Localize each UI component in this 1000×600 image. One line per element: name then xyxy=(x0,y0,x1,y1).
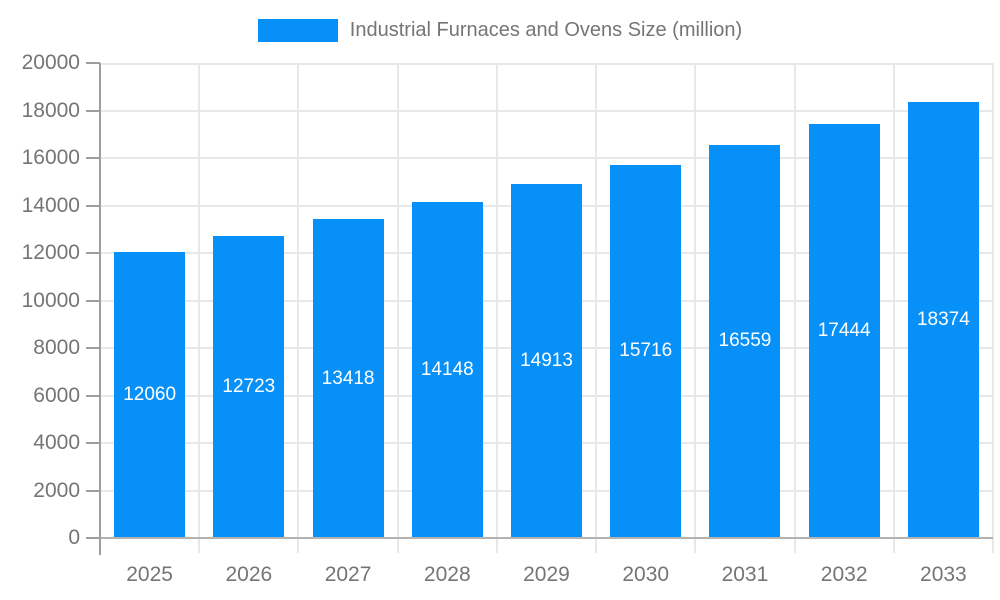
x-tick-label: 2033 xyxy=(920,563,967,586)
bar[interactable]: 18374 xyxy=(907,101,979,538)
y-tick-label: 10000 xyxy=(21,288,80,312)
bar-value-label: 17444 xyxy=(817,319,871,341)
y-tick-label: 2000 xyxy=(33,478,80,502)
bar[interactable]: 13418 xyxy=(312,219,384,538)
x-tick-label: 2030 xyxy=(622,563,670,586)
x-gridline xyxy=(992,63,994,553)
y-tick-label: 18000 xyxy=(21,98,80,122)
bar-value-label: 14148 xyxy=(420,358,474,380)
bar-value-label: 16559 xyxy=(718,330,772,352)
bar-value-label: 12723 xyxy=(222,375,276,397)
bar[interactable]: 15716 xyxy=(610,164,682,538)
bar[interactable]: 16559 xyxy=(709,144,781,538)
y-tick xyxy=(86,442,100,444)
legend-label: Industrial Furnaces and Ovens Size (mill… xyxy=(349,19,743,41)
bar[interactable]: 17444 xyxy=(808,123,880,538)
y-tick xyxy=(86,204,100,207)
y-tick xyxy=(86,157,100,159)
bar[interactable]: 14148 xyxy=(411,201,483,538)
y-tick-label: 8000 xyxy=(33,336,80,359)
plot-area: 0 2000 4000 6000 8000 10000 12000 14000 16000 180… xyxy=(22,51,994,586)
x-tick-label: 2026 xyxy=(225,563,273,586)
y-tick xyxy=(86,299,100,302)
y-tick xyxy=(86,537,100,539)
x-gridline xyxy=(198,63,201,553)
x-gridline xyxy=(793,63,796,553)
x-tick-label: 2032 xyxy=(820,563,868,586)
y-tick-label: 6000 xyxy=(33,383,80,407)
y-gridline xyxy=(100,109,993,112)
x-gridline xyxy=(595,63,598,553)
bar[interactable]: 14913 xyxy=(511,183,582,538)
bar-value-label: 18374 xyxy=(916,308,970,330)
x-gridline xyxy=(396,63,399,553)
y-tick-label: 12000 xyxy=(21,241,80,264)
x-gridline xyxy=(694,63,697,553)
bar[interactable]: 12060 xyxy=(114,251,186,538)
y-gridline xyxy=(100,157,993,159)
y-gridline xyxy=(100,63,993,65)
legend-item[interactable]: Industrial Furnaces and Ovens Size (mill… xyxy=(0,19,1000,42)
y-tick xyxy=(86,394,100,397)
y-tick xyxy=(86,489,100,492)
x-tick-label: 2027 xyxy=(324,563,372,586)
y-tick-label: 16000 xyxy=(21,146,80,169)
y-tick-label: 0 xyxy=(68,526,80,549)
x-gridline xyxy=(297,63,300,553)
y-tick-label: 20000 xyxy=(21,51,80,74)
x-gridline xyxy=(495,63,498,553)
x-gridline xyxy=(892,63,895,553)
bar-value-label: 13418 xyxy=(321,367,375,389)
x-tick-label: 2025 xyxy=(126,563,173,586)
y-tick-label: 14000 xyxy=(21,193,80,217)
bar-value-label: 15716 xyxy=(619,340,673,362)
x-tick-label: 2031 xyxy=(721,563,769,586)
bar-value-label: 12060 xyxy=(123,383,177,405)
x-tick-label: 2029 xyxy=(523,563,570,586)
x-axis-line xyxy=(100,537,993,539)
legend-swatch xyxy=(257,19,338,42)
y-tick xyxy=(86,252,100,254)
y-axis-line xyxy=(99,63,101,555)
y-tick xyxy=(86,62,100,64)
y-tick xyxy=(86,347,100,349)
y-tick-label: 4000 xyxy=(33,431,80,454)
y-tick xyxy=(86,109,100,112)
bar[interactable]: 12723 xyxy=(213,235,285,538)
x-tick-label: 2028 xyxy=(423,563,471,586)
bar-value-label: 14913 xyxy=(520,349,573,371)
